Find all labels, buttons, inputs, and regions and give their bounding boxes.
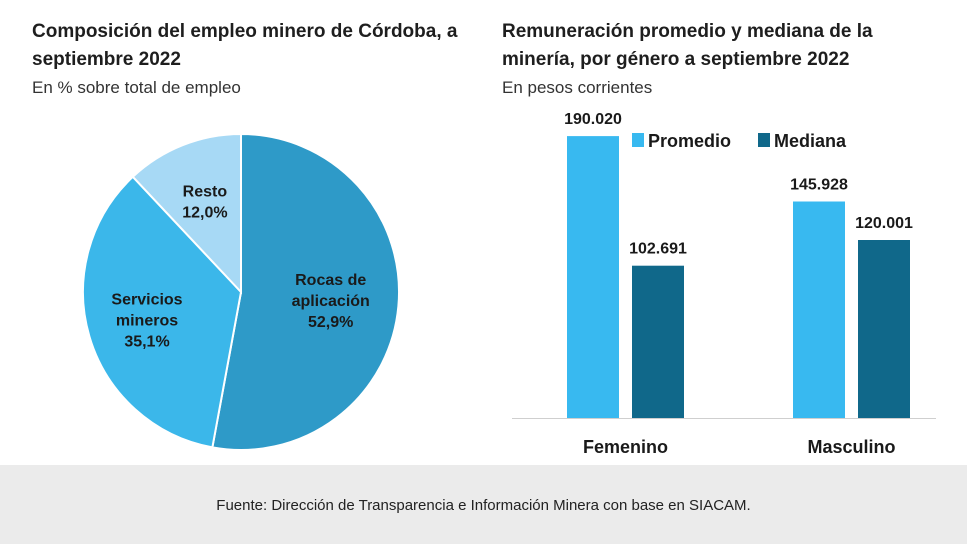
legend-label: Mediana [774, 131, 847, 151]
bar-value-label: 145.928 [790, 177, 848, 194]
pie-slice-value-label: 35,1% [124, 334, 169, 351]
pie-slice-value-label: 52,9% [308, 314, 353, 331]
pie-slice-label: Resto [183, 183, 228, 200]
pie-slice-label: aplicación [292, 293, 370, 310]
legend-swatch [758, 133, 770, 147]
pie-slice [82, 175, 243, 449]
pie-chart-subtitle: En % sobre total de empleo [32, 78, 241, 97]
source-note: Fuente: Dirección de Transparencia e Inf… [216, 497, 751, 514]
bar [793, 201, 845, 418]
bar [567, 136, 619, 418]
bar [632, 265, 684, 418]
x-tick-label: Masculino [807, 437, 895, 457]
pie-slice [211, 132, 401, 451]
bar-value-label: 120.001 [855, 215, 913, 232]
legend-swatch [632, 133, 644, 147]
bar-chart-subtitle: En pesos corrientes [502, 78, 653, 97]
bar-value-label: 102.691 [629, 241, 687, 258]
pie-chart-title: Composición del empleo minero de Córdoba… [32, 21, 458, 70]
bar-chart-title: Remuneración promedio y mediana de la mi… [502, 21, 873, 70]
pie-slice [131, 132, 242, 295]
pie-slice-label: Servicios [111, 292, 182, 309]
footer: Fuente: Dirección de Transparencia e Inf… [0, 465, 967, 544]
pie-chart: Rocas de aplicación 52,9% Servicios mineros 3… [82, 132, 401, 451]
bar-value-label: 190.020 [564, 111, 622, 128]
pie-slice-value-label: 12,0% [182, 204, 227, 221]
bar [858, 240, 910, 418]
x-tick-label: Femenino [583, 437, 668, 457]
bar-chart: 190.020 102.691 Femenino 145.928 120.001 Masc… [512, 111, 936, 457]
legend-label: Promedio [648, 131, 731, 151]
pie-slice-label: Rocas de [295, 272, 366, 289]
pie-slice-label: mineros [116, 313, 178, 330]
